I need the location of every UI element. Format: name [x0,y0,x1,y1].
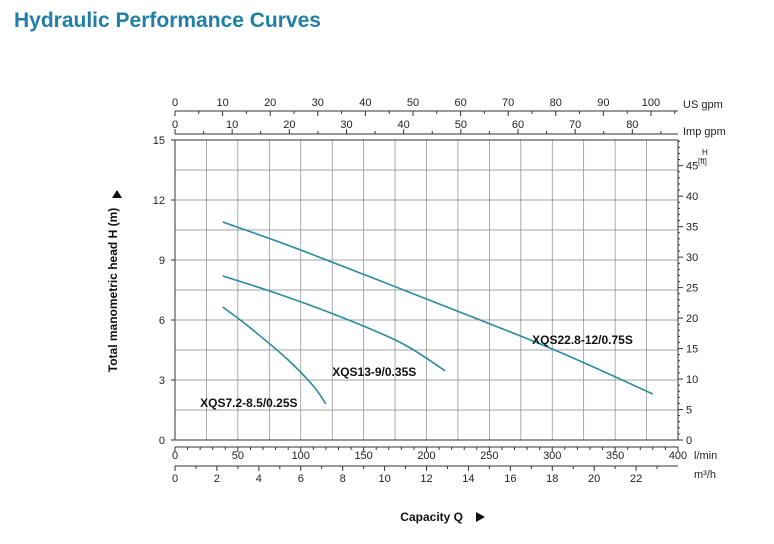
us-gpm-tick-label: 20 [264,97,276,109]
ft-unit-label-ft: [ft] [698,157,707,166]
us-gpm-tick-label: 50 [407,97,419,109]
us-gpm-tick-label: 80 [550,97,562,109]
x-tick-label: 350 [606,450,624,462]
series-line-2 [222,275,446,372]
labels-group: XQS22.8-12/0.75S XQS13-9/0.35S XQS7.2-8.5/… [200,333,633,410]
ft-tick-label: 45 [686,161,698,173]
ft-tick-label: 25 [686,283,698,295]
us-gpm-tick-label: 10 [216,97,228,109]
chart-title: Hydraulic Performance Curves [14,9,321,32]
series-label-1: XQS22.8-12/0.75S [532,333,633,347]
series-line-1 [222,221,654,395]
y-axis-arrow-icon [112,190,122,198]
imp-gpm-unit-label: Imp gpm [683,126,726,138]
x-tick-label: 150 [354,450,372,462]
ft-tick-label: 30 [686,252,698,264]
x-axis-arrow-icon [476,512,485,522]
m3h-tick-label: 14 [462,473,474,485]
m3h-tick-label: 4 [256,473,262,485]
us-gpm-tick-label: 60 [454,97,466,109]
y-tick-label: 12 [153,195,165,207]
imp-gpm-tick-label: 20 [283,119,295,131]
m3h-tick-label: 22 [630,473,642,485]
series-label-2: XQS13-9/0.35S [332,365,416,379]
ft-tick-label: 35 [686,222,698,234]
x-tick-label: 0 [172,450,178,462]
x-tick-label: 100 [292,450,310,462]
y-tick-label: 0 [159,435,165,447]
ft-tick-label: 15 [686,344,698,356]
y-tick-label: 3 [159,375,165,387]
imp-gpm-tick-label: 30 [340,119,352,131]
x-tick-label: 400 [669,450,687,462]
series-group [222,221,654,405]
m3h-tick-label: 16 [504,473,516,485]
m3h-tick-label: 12 [420,473,432,485]
us-gpm-tick-label: 0 [172,97,178,109]
ft-tick-label: 0 [686,435,692,447]
x-tick-label: 300 [543,450,561,462]
m3h-tick-label: 10 [378,473,390,485]
ft-tick-label: 20 [686,313,698,325]
grid [174,139,679,441]
x-tick-label: 200 [417,450,435,462]
m3h-tick-label: 18 [546,473,558,485]
y-axis-title: Total manometric head H (m) [106,208,120,372]
m3h-tick-label: 0 [172,473,178,485]
imp-gpm-tick-label: 70 [569,119,581,131]
imp-gpm-tick-label: 80 [626,119,638,131]
us-gpm-unit-label: US gpm [683,99,723,111]
x-axis-title: Capacity Q [400,510,463,524]
x-unit-label: l/min [694,450,717,462]
m3h-tick-label: 2 [214,473,220,485]
imp-gpm-tick-label: 10 [226,119,238,131]
x-tick-label: 50 [232,450,244,462]
imp-gpm-tick-label: 50 [455,119,467,131]
m3h-unit-label: m³/h [694,469,716,481]
imp-gpm-tick-label: 60 [512,119,524,131]
x-tick-label: 250 [480,450,498,462]
us-gpm-tick-label: 40 [359,97,371,109]
y-tick-label: 15 [153,135,165,147]
ft-unit-label-h: H [702,148,708,157]
m3h-tick-label: 20 [588,473,600,485]
ft-tick-label: 5 [686,405,692,417]
us-gpm-tick-label: 70 [502,97,514,109]
ft-tick-label: 40 [686,191,698,203]
imp-gpm-tick-label: 0 [172,119,178,131]
y-tick-label: 6 [159,315,165,327]
y-tick-label: 9 [159,255,165,267]
ft-tick-label: 10 [686,374,698,386]
us-gpm-tick-label: 30 [312,97,324,109]
m3h-tick-label: 6 [298,473,304,485]
imp-gpm-tick-label: 40 [398,119,410,131]
us-gpm-tick-label: 100 [642,97,660,109]
series-label-3: XQS7.2-8.5/0.25S [200,396,297,410]
m3h-tick-label: 8 [340,473,346,485]
us-gpm-tick-label: 90 [597,97,609,109]
series-line-3 [222,306,327,405]
